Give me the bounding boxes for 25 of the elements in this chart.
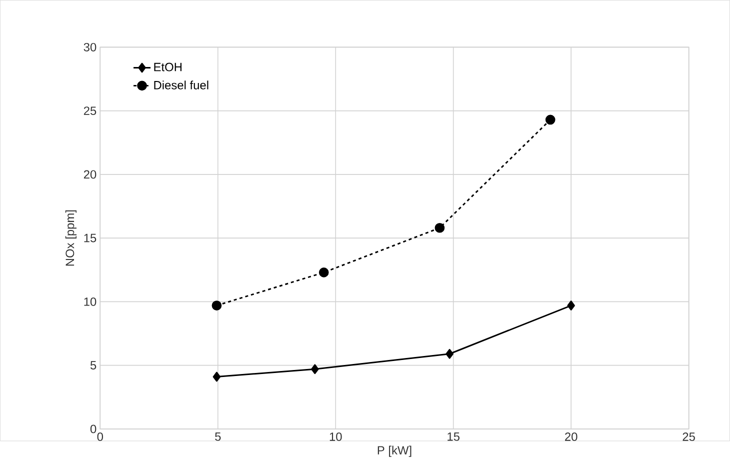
x-tick-label: 25 [682,432,695,441]
point [311,364,319,374]
x-tick-label: 5 [215,432,221,441]
x-tick-label: 10 [330,432,342,441]
y-tick-label: 10 [84,297,96,306]
y-tick-label: 5 [90,361,96,370]
point [567,300,575,310]
y-tick-label: 30 [84,42,96,52]
point [212,372,221,382]
y-tick-label: 15 [84,234,96,242]
x-tick-label: 20 [565,432,578,441]
point [446,348,454,359]
x-axis-title: P [kW] [378,446,412,457]
point [212,300,222,310]
legend-label: EtOH [154,62,182,72]
y-tick-label: 0 [90,424,96,434]
legend-label: Diesel fuel [154,80,208,90]
point [318,267,329,278]
point [434,222,445,233]
x-tick-label: 15 [448,432,460,441]
x-tick-label: 0 [97,432,104,441]
y-tick-label: 25 [84,106,96,115]
point [545,114,556,125]
y-axis-title: NOx [ppm] [65,210,77,266]
y-tick-label: 20 [84,170,96,179]
